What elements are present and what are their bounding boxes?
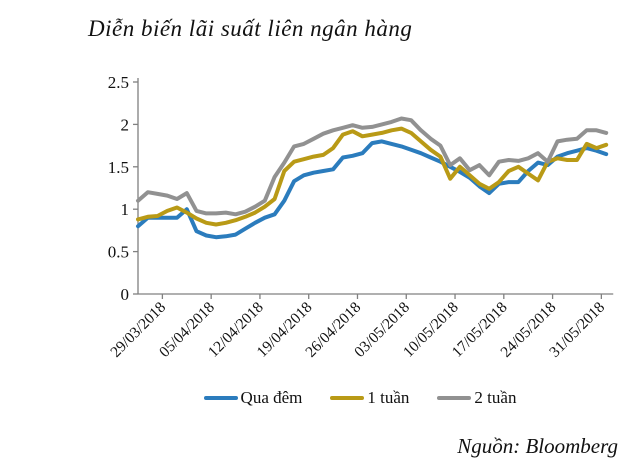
y-tick-label: 2.5 xyxy=(108,73,129,92)
legend-item-2week: 2 tuần xyxy=(437,388,516,408)
y-tick-label: 1.5 xyxy=(108,158,129,177)
legend-label: 2 tuần xyxy=(474,388,517,407)
legend-item-1week: 1 tuần xyxy=(330,388,409,408)
source-note: Nguồn: Bloomberg xyxy=(457,434,618,458)
legend-label: 1 tuần xyxy=(367,388,410,407)
legend-line-swatch xyxy=(330,396,365,400)
series-line-3 xyxy=(136,116,609,217)
y-tick-label: 0.5 xyxy=(108,243,129,262)
line-chart: 00.511.522.529/03/201805/04/201812/04/20… xyxy=(107,73,614,361)
series-line-1 xyxy=(136,139,609,240)
legend-item-overnight: Qua đêm xyxy=(203,388,303,408)
y-tick-label: 1 xyxy=(121,200,130,219)
y-tick-label: 0 xyxy=(121,285,130,304)
legend-label: Qua đêm xyxy=(240,388,303,407)
chart-title: Diễn biến lãi suất liên ngân hàng xyxy=(88,16,413,41)
series-line-2 xyxy=(136,126,609,227)
y-tick-label: 2 xyxy=(121,115,130,134)
legend-line-swatch xyxy=(437,396,472,400)
legend-line-swatch xyxy=(203,396,238,400)
chart-legend: Qua đêm 1 tuần 2 tuần xyxy=(120,388,600,408)
